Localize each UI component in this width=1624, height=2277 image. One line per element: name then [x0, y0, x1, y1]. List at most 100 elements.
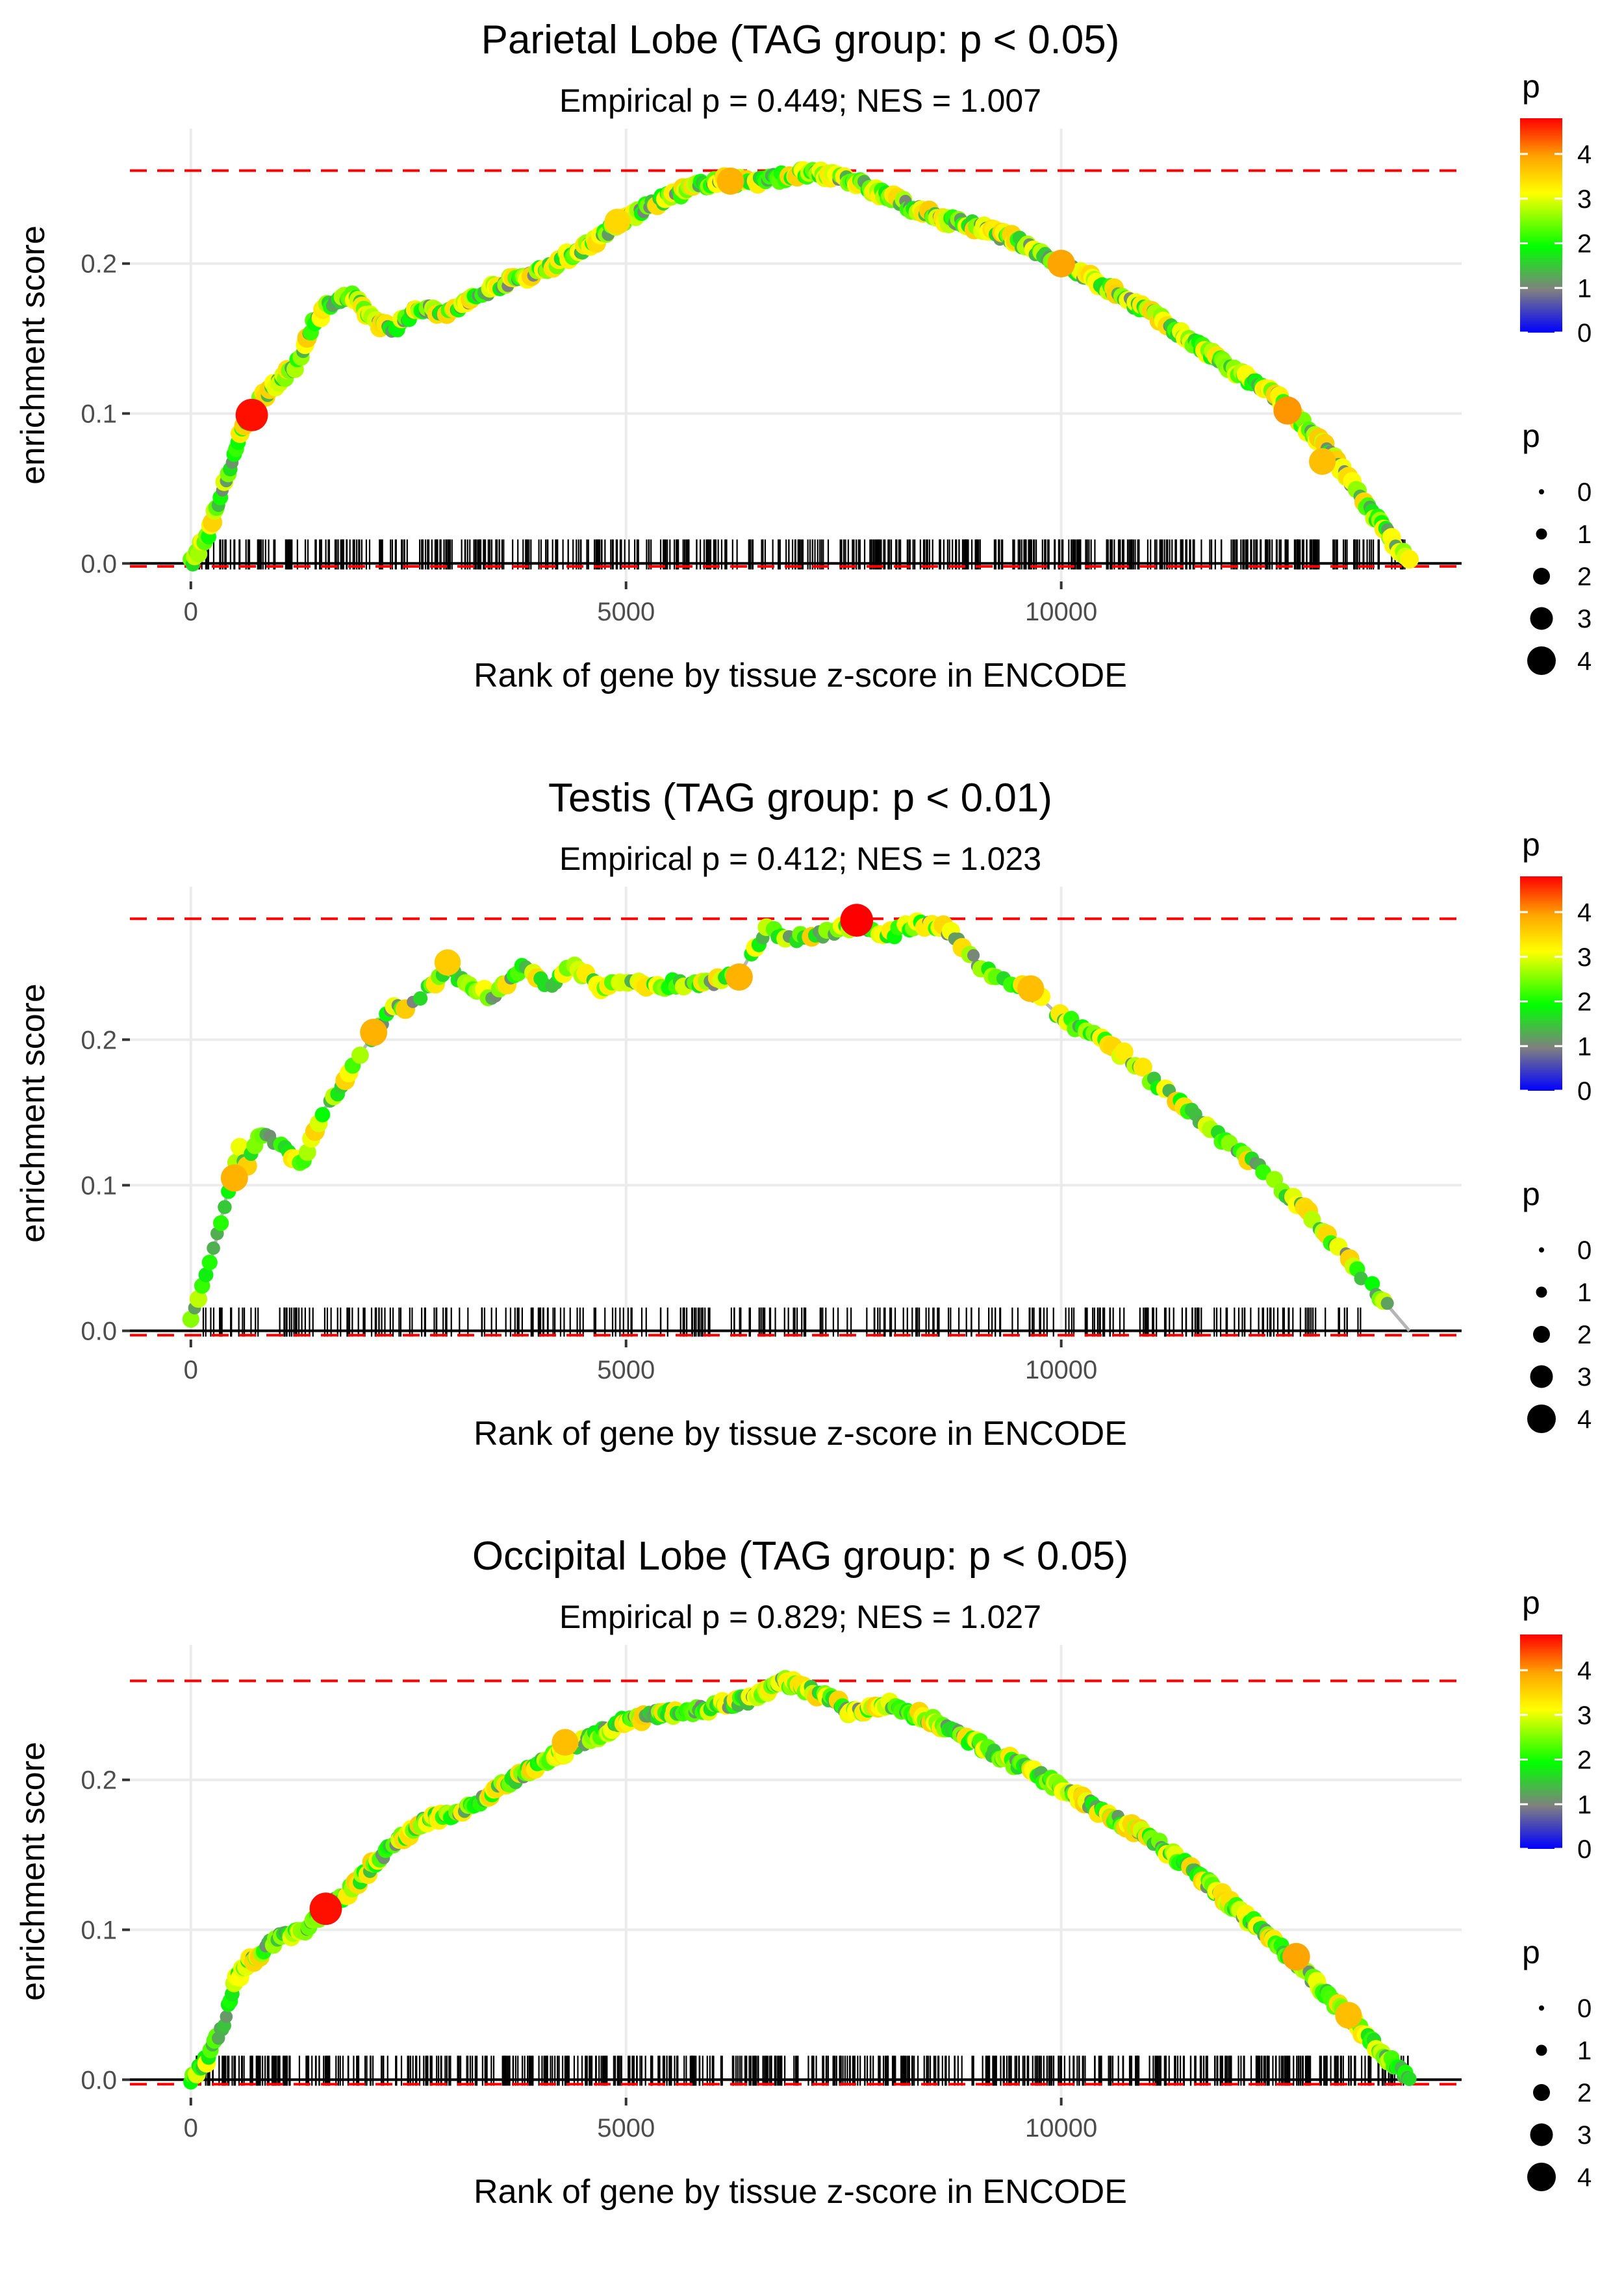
chart-title: Parietal Lobe (TAG group: p < 0.05): [481, 18, 1120, 62]
gene-point: [413, 991, 428, 1006]
y-axis-label: enrichment score: [14, 1742, 52, 2001]
gene-point: [1400, 550, 1419, 569]
color-legend-title: p: [1522, 1584, 1540, 1621]
x-tick-label: 5000: [597, 2114, 655, 2143]
gene-point: [1114, 1042, 1134, 1062]
highlight-point-0: [220, 1164, 248, 1192]
highlight-point-2: [1282, 1942, 1310, 1971]
color-legend-label: 1: [1577, 1032, 1592, 1061]
color-legend-label: 0: [1577, 1835, 1592, 1864]
color-legend-label: 1: [1577, 1790, 1592, 1819]
gene-point: [298, 1143, 316, 1162]
size-legend-label: 2: [1577, 1321, 1592, 1349]
y-axis-label: enrichment score: [14, 225, 52, 485]
highlight-points: [235, 167, 1336, 475]
color-legend-label: 2: [1577, 1746, 1592, 1775]
color-legend-label: 1: [1577, 274, 1592, 303]
x-axis-label: Rank of gene by tissue z-score in ENCODE: [474, 2173, 1127, 2211]
highlight-point-4: [1273, 396, 1302, 425]
gridlines: [130, 129, 1462, 581]
color-legend-label: 0: [1577, 319, 1592, 348]
highlight-points: [220, 904, 1045, 1192]
size-legend-label: 4: [1577, 2163, 1592, 2192]
size-legend: p 0 1 2 3 4: [1522, 1176, 1592, 1434]
y-tick-label: 0.2: [81, 250, 117, 279]
y-tick-label: 0.1: [81, 1171, 117, 1200]
chart-title: Occipital Lobe (TAG group: p < 0.05): [472, 1534, 1128, 1579]
gene-point: [1402, 2071, 1417, 2087]
size-legend-label: 1: [1577, 520, 1592, 549]
color-legend-label: 4: [1577, 1657, 1592, 1685]
size-legend-dot-4: [1527, 1405, 1556, 1433]
highlight-point-3: [1335, 2002, 1362, 2029]
color-legend-label: 4: [1577, 140, 1592, 169]
gridlines: [130, 1645, 1462, 2098]
size-legend: p 0 1 2 3 4: [1522, 1934, 1592, 2192]
y-tick-label: 0.0: [81, 1317, 117, 1346]
size-legend-title: p: [1522, 418, 1540, 454]
size-legend-label: 2: [1577, 563, 1592, 591]
y-tick-label: 0.1: [81, 400, 117, 429]
highlight-point-5: [1309, 448, 1336, 475]
size-legend-dot-4: [1527, 2163, 1556, 2191]
size-legend-dot-2: [1533, 568, 1550, 585]
enrichment-points: [182, 912, 1394, 1328]
chart-panel-0: Parietal Lobe (TAG group: p < 0.05) Empir…: [14, 18, 1592, 694]
size-legend-label: 4: [1577, 1405, 1592, 1434]
highlight-point-4: [840, 904, 874, 937]
chart-subtitle: Empirical p = 0.449; NES = 1.007: [559, 83, 1041, 119]
size-legend: p 0 1 2 3 4: [1522, 418, 1592, 676]
gene-point: [220, 2010, 233, 2024]
gene-point: [189, 1290, 207, 1308]
color-legend: p 4 3 2 1 0: [1520, 826, 1592, 1106]
x-tick-label: 5000: [597, 598, 655, 626]
chart-subtitle: Empirical p = 0.829; NES = 1.027: [559, 1599, 1041, 1635]
color-legend-label: 3: [1577, 943, 1592, 972]
chart-panel-1: Testis (TAG group: p < 0.01) Empirical p …: [14, 776, 1592, 1453]
highlight-point-0: [309, 1892, 342, 1926]
gene-point: [182, 1310, 199, 1328]
highlight-point-3: [1047, 249, 1075, 278]
color-legend-title: p: [1522, 826, 1540, 863]
highlight-point-1: [604, 209, 631, 235]
highlight-point-2: [434, 949, 461, 976]
color-legend: p 4 3 2 1 0: [1520, 1584, 1592, 1864]
size-legend-label: 0: [1577, 1236, 1592, 1265]
chart-panel-2: Occipital Lobe (TAG group: p < 0.05) Empi…: [14, 1534, 1592, 2211]
gene-point: [207, 1241, 220, 1255]
chart-subtitle: Empirical p = 0.412; NES = 1.023: [559, 841, 1041, 877]
highlight-points: [309, 1729, 1362, 2029]
gene-point: [351, 1046, 369, 1064]
x-tick-label: 0: [184, 2114, 198, 2143]
size-legend-dot-4: [1527, 646, 1556, 675]
highlight-point-2: [717, 167, 744, 195]
y-tick-label: 0.2: [81, 1766, 117, 1795]
gene-point: [201, 1254, 218, 1271]
size-legend-dot-2: [1533, 1326, 1550, 1343]
highlight-point-1: [552, 1729, 579, 1756]
size-legend-label: 1: [1577, 2037, 1592, 2065]
highlight-point-1: [360, 1019, 388, 1047]
gene-point: [218, 1200, 232, 1214]
highlight-point-0: [235, 398, 268, 431]
size-legend-label: 3: [1577, 1363, 1592, 1392]
size-legend-dot-1: [1536, 1286, 1547, 1298]
gene-point: [1380, 1297, 1394, 1310]
gene-point: [212, 1215, 229, 1231]
enrichment-line: [189, 921, 1411, 1332]
gene-point: [198, 1267, 214, 1282]
color-legend-label: 2: [1577, 230, 1592, 259]
y-axis-label: enrichment score: [14, 984, 52, 1243]
size-legend-dot-3: [1530, 1365, 1553, 1388]
gene-rug: [196, 2055, 1409, 2086]
y-tick-label: 0.1: [81, 1916, 117, 1945]
size-legend-label: 1: [1577, 1278, 1592, 1307]
enrichment-points: [183, 161, 1419, 572]
size-legend-label: 2: [1577, 2079, 1592, 2107]
size-legend-dot-2: [1533, 2084, 1550, 2101]
highlight-point-5: [1017, 975, 1045, 1002]
color-legend: p 4 3 2 1 0: [1520, 68, 1592, 348]
y-tick-label: 0.2: [81, 1026, 117, 1054]
y-tick-label: 0.0: [81, 2066, 117, 2094]
